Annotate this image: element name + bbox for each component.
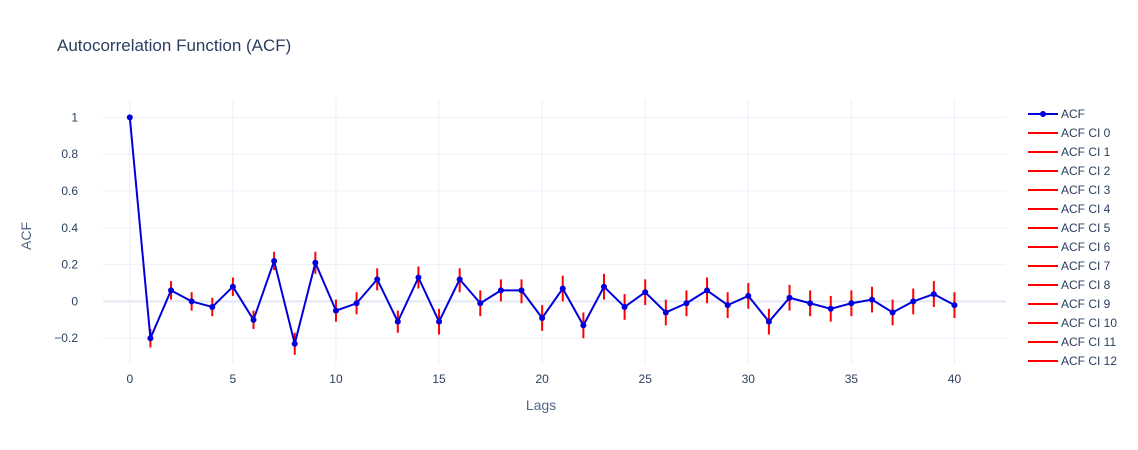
x-tick-label: 20 <box>535 372 549 386</box>
x-tick-label: 40 <box>948 372 962 386</box>
acf-point <box>662 309 669 316</box>
legend-label: ACF CI 8 <box>1061 278 1111 292</box>
legend-item-ci[interactable]: ACF CI 7 <box>1028 259 1111 273</box>
legend-label: ACF CI 0 <box>1061 126 1111 140</box>
legend-label: ACF CI 6 <box>1061 240 1111 254</box>
acf-point <box>889 309 896 316</box>
acf-point <box>621 303 628 310</box>
acf-point <box>147 335 154 342</box>
acf-point <box>415 274 422 281</box>
y-axis-ticks: −0.2 0 0.2 0.4 0.6 0.8 1 <box>54 110 78 345</box>
legend-item-ci[interactable]: ACF CI 4 <box>1028 202 1111 216</box>
acf-point <box>394 318 401 325</box>
acf-point <box>518 287 525 294</box>
acf-point <box>559 285 566 292</box>
legend-item-ci[interactable]: ACF CI 10 <box>1028 316 1117 330</box>
grid <box>103 99 1006 364</box>
acf-point <box>353 300 360 307</box>
legend-item-ci[interactable]: ACF CI 2 <box>1028 164 1111 178</box>
acf-point <box>126 114 133 121</box>
y-tick-label: 0.8 <box>61 147 78 161</box>
acf-point <box>745 292 752 299</box>
legend-item-ci[interactable]: ACF CI 11 <box>1028 335 1116 349</box>
legend-item-ci[interactable]: ACF CI 1 <box>1028 145 1111 159</box>
acf-point <box>168 287 175 294</box>
acf-point <box>436 318 443 325</box>
x-tick-label: 10 <box>329 372 343 386</box>
acf-point <box>271 257 278 264</box>
acf-point <box>539 314 546 321</box>
acf-point <box>374 276 381 283</box>
legend-item-ci[interactable]: ACF CI 5 <box>1028 221 1111 235</box>
x-tick-label: 35 <box>845 372 859 386</box>
acf-point <box>477 300 484 307</box>
x-axis-ticks: 0 5 10 15 20 25 30 35 40 <box>126 372 961 386</box>
acf-point <box>807 300 814 307</box>
x-tick-label: 15 <box>432 372 446 386</box>
legend-label: ACF CI 1 <box>1061 145 1111 159</box>
legend-item-ci[interactable]: ACF CI 6 <box>1028 240 1111 254</box>
acf-point <box>250 316 257 323</box>
acf-point <box>456 276 463 283</box>
legend-item-acf[interactable]: ACF <box>1028 107 1085 121</box>
x-tick-label: 0 <box>126 372 133 386</box>
acf-point <box>827 305 834 312</box>
x-tick-label: 25 <box>639 372 653 386</box>
legend-item-ci[interactable]: ACF CI 3 <box>1028 183 1111 197</box>
acf-point <box>724 302 731 309</box>
legend-label: ACF CI 9 <box>1061 297 1111 311</box>
acf-point <box>704 287 711 294</box>
legend[interactable]: ACF ACF CI 0 ACF CI 1 ACF CI 2 ACF CI 3 ACF C… <box>1028 107 1117 368</box>
y-tick-label: 0.6 <box>61 184 78 198</box>
acf-point <box>642 289 649 296</box>
legend-label: ACF CI 11 <box>1061 335 1116 349</box>
acf-point <box>786 294 793 301</box>
acf-point <box>332 307 339 314</box>
legend-label: ACF CI 10 <box>1061 316 1117 330</box>
acf-point <box>683 300 690 307</box>
legend-item-ci[interactable]: ACF CI 0 <box>1028 126 1111 140</box>
acf-point <box>312 259 319 266</box>
y-axis-title: ACF <box>18 222 34 250</box>
acf-point <box>600 283 607 290</box>
legend-item-ci[interactable]: ACF CI 8 <box>1028 278 1111 292</box>
legend-label: ACF <box>1061 107 1085 121</box>
legend-label: ACF CI 5 <box>1061 221 1111 235</box>
y-tick-label: 0.4 <box>61 221 78 235</box>
acf-point <box>229 283 236 290</box>
acf-point <box>930 291 937 298</box>
acf-point <box>580 322 587 329</box>
legend-item-ci[interactable]: ACF CI 12 <box>1028 354 1117 368</box>
acf-point <box>951 302 958 309</box>
x-tick-label: 30 <box>742 372 756 386</box>
acf-point <box>291 340 298 347</box>
acf-point <box>765 318 772 325</box>
acf-point <box>848 300 855 307</box>
legend-item-ci[interactable]: ACF CI 9 <box>1028 297 1111 311</box>
y-tick-label: 1 <box>71 110 78 124</box>
acf-point <box>209 303 216 310</box>
acf-point <box>497 287 504 294</box>
acf-point <box>188 298 195 305</box>
x-axis-title: Lags <box>526 397 556 413</box>
acf-series <box>126 114 958 347</box>
legend-marker-swatch <box>1040 111 1046 117</box>
acf-point <box>910 298 917 305</box>
legend-label: ACF CI 3 <box>1061 183 1111 197</box>
x-tick-label: 5 <box>230 372 237 386</box>
legend-label: ACF CI 7 <box>1061 259 1111 273</box>
y-tick-label: 0.2 <box>61 258 78 272</box>
acf-point <box>868 296 875 303</box>
chart-title: Autocorrelation Function (ACF) <box>57 36 291 55</box>
legend-label: ACF CI 2 <box>1061 164 1111 178</box>
legend-label: ACF CI 12 <box>1061 354 1117 368</box>
legend-label: ACF CI 4 <box>1061 202 1111 216</box>
y-tick-label: −0.2 <box>54 331 78 345</box>
y-tick-label: 0 <box>71 294 78 308</box>
